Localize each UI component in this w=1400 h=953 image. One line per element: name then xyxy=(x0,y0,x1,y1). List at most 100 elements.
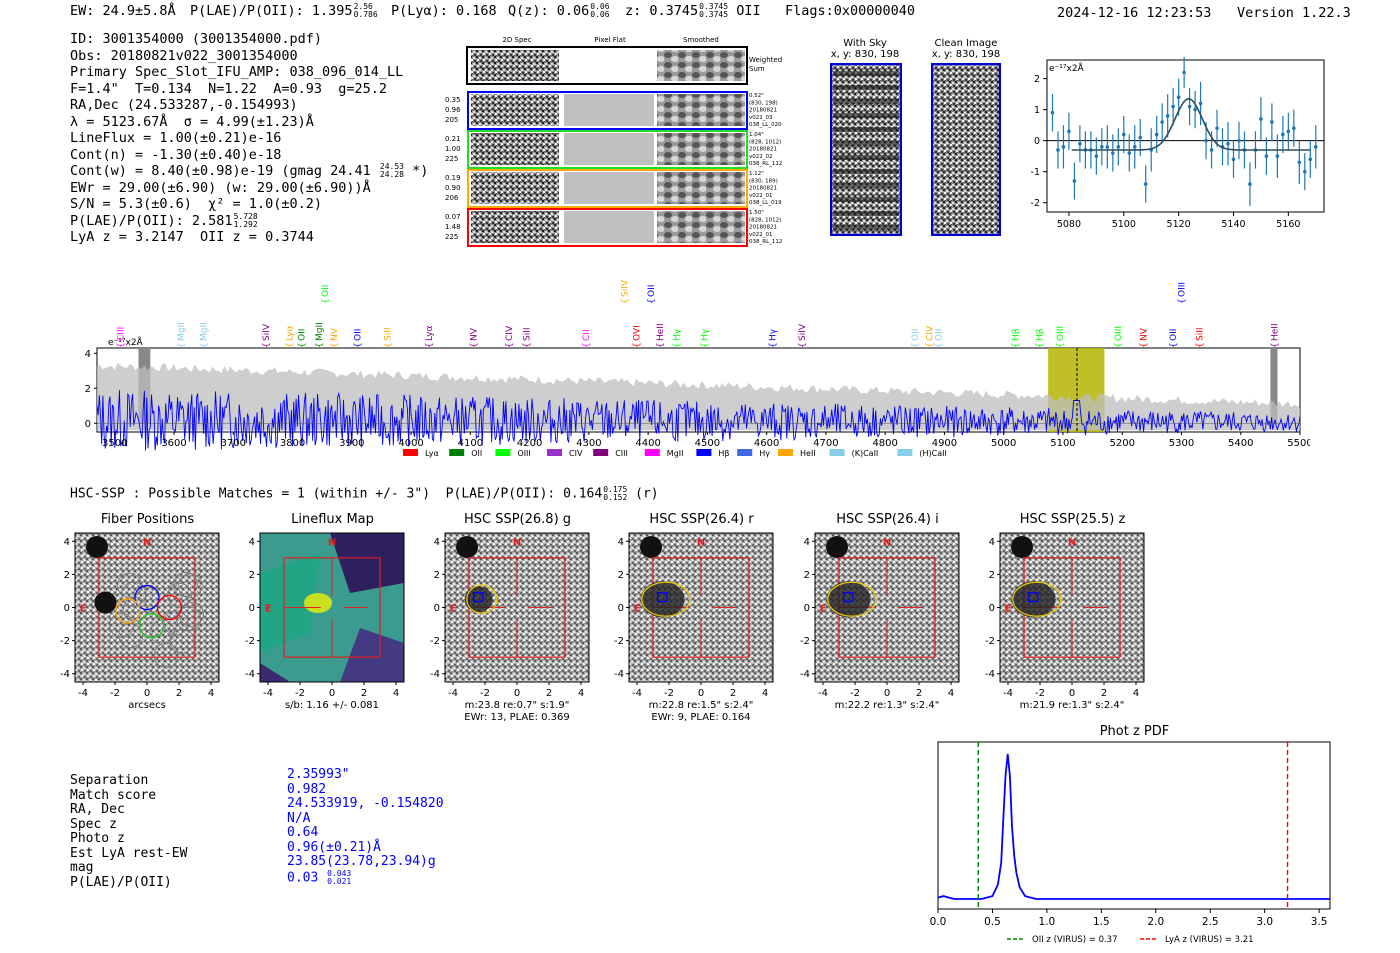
hsc-panel-title: HSC SSP(25.5) z xyxy=(1019,512,1126,527)
spectral-line-label: NV xyxy=(469,327,479,341)
legend-label: OII xyxy=(471,449,482,458)
col-smoothed: Smoothed xyxy=(683,36,719,44)
spectral-line-label: OII xyxy=(354,329,364,341)
row-border xyxy=(467,169,748,208)
header-ew: EW: 24.9±5.8Å xyxy=(70,3,176,19)
spectral-line-brace: { xyxy=(1195,342,1205,348)
row-left-label: 0.96 xyxy=(445,106,461,114)
spectral-line-brace: { xyxy=(425,342,435,348)
zoom-spectrum-chart: e⁻¹⁷x2Å 5080 5100 5120 5140 5160 2 1 0 -1 -2 xyxy=(1031,56,1325,230)
zoom-point xyxy=(1292,126,1296,131)
zoom-point xyxy=(1111,151,1115,155)
hsc-ytick-label: -2 xyxy=(800,636,810,647)
row-left-label: 225 xyxy=(445,155,458,163)
spectral-line-brace: { xyxy=(177,342,187,348)
zoom-xtick-label: 5120 xyxy=(1167,219,1191,230)
hsc-panel-image: N E -4 -2 0 2 4 4 2 0 -2 -4 m:22.8 re:1.5" s:2.4"EWr… xyxy=(614,532,774,723)
hsc-ytick-label: 2 xyxy=(249,570,255,581)
zoom-point xyxy=(1313,145,1318,149)
spectral-line-label-upper: OII xyxy=(321,285,331,297)
zoom-point xyxy=(1264,154,1269,158)
info-lyaz: LyA z = 3.2147 OII z = 0.3744 xyxy=(70,229,314,245)
hsc-caption: m:21.9 re:1.3" s:2.4" xyxy=(1020,700,1125,711)
zoom-xtick-label: 5100 xyxy=(1112,219,1136,230)
masked-band xyxy=(1270,348,1278,424)
zoom-point xyxy=(1259,117,1263,121)
header-plae-hi: 2.56 xyxy=(353,2,373,11)
spectral-line-brace: { xyxy=(321,298,331,304)
full-xtick-label: 4800 xyxy=(872,438,897,449)
spectral-line-brace: { xyxy=(700,342,710,348)
lineflux-region xyxy=(260,553,320,653)
row-right-label: 0.52" xyxy=(749,93,764,99)
spectral-line-label: OIII xyxy=(1056,326,1066,341)
zoom-point xyxy=(1138,135,1143,140)
zoom-fit-curve xyxy=(1071,97,1311,151)
match-label: Separation xyxy=(70,773,149,788)
photz-frame xyxy=(937,741,1331,910)
spectral-line-label-upper: SiIV xyxy=(620,279,630,297)
zoom-point xyxy=(1231,157,1236,162)
spectral-line-brace: { xyxy=(1271,342,1281,348)
row-right-label: (830, 198) xyxy=(749,100,778,106)
zoom-point xyxy=(1303,169,1307,174)
info-contw: Cont(w) = 8.40(±0.98)e-19 (gmag 24.41 24… xyxy=(70,163,428,180)
zoom-point xyxy=(1116,145,1121,149)
spectral-line-brace: { xyxy=(117,342,127,348)
lineflux-region xyxy=(330,533,404,593)
detection-box xyxy=(843,591,854,603)
with-sky-title: With Sky x, y: 830, 198 xyxy=(826,38,904,60)
match-value: 2.35993" xyxy=(287,767,444,783)
match-value: 23.85(23.78,23.94)g xyxy=(287,854,444,870)
sky-line xyxy=(833,169,899,174)
legend-oii-label: OII z (VIRUS) = 0.37 xyxy=(1032,935,1118,945)
detection-box xyxy=(657,591,668,603)
hsc-panel-title: Fiber Positions xyxy=(100,512,195,527)
zoom-point xyxy=(1209,148,1214,152)
hsc-caption: s/b: 1.16 +/- 0.081 xyxy=(285,700,379,711)
hsc-band: (r) xyxy=(627,486,659,502)
match-value: 0.03 0.043 0.021 xyxy=(287,869,444,886)
spectral-line-brace: { xyxy=(1177,298,1187,304)
sky-line xyxy=(833,71,899,76)
hsc-frame xyxy=(74,532,220,683)
row-right-label: v022_01 xyxy=(749,232,773,238)
photz-xtick-label: 2.0 xyxy=(1147,916,1164,928)
full-spectrum-chart: e⁻¹⁷x2Å 3500 3600 3700 3800 3900 4000 4100 4200… xyxy=(85,279,1310,458)
match-label: P(LAE)/P(OII) xyxy=(70,874,172,890)
row-right-label: v022_01 xyxy=(749,193,773,199)
spectral-line-brace: { xyxy=(798,342,808,348)
zoom-point xyxy=(1160,120,1164,124)
fiber-circle-highlight xyxy=(156,594,183,621)
full-xtick-label: 4700 xyxy=(813,438,838,449)
match-value-text: 0.64 xyxy=(287,825,319,840)
spectral-line-brace: { xyxy=(1169,342,1179,348)
spectral-line-label: NV xyxy=(1140,327,1150,341)
hsc-xtick-label: 4 xyxy=(208,688,214,699)
full-xtick-label: 3700 xyxy=(221,438,246,449)
fiber-circle-highlight xyxy=(134,584,160,611)
sky-line xyxy=(833,141,899,146)
photz-xtick-label: 0.5 xyxy=(984,916,1001,928)
hsc-frame xyxy=(814,532,960,683)
zoom-point xyxy=(1067,129,1071,134)
fiber-circle xyxy=(117,572,142,598)
hsc-ytick-label: 2 xyxy=(804,570,810,581)
detection-box xyxy=(473,591,484,603)
hsc-ytick-label: 2 xyxy=(618,570,624,581)
bright-source xyxy=(94,591,117,614)
spectral-line-label: MgII xyxy=(315,322,325,341)
hsc-ytick-label: 4 xyxy=(249,537,255,548)
row-2dspec xyxy=(471,133,559,165)
zoom-point xyxy=(1193,107,1197,112)
hsc-xtick-label: 2 xyxy=(361,688,367,699)
photz-xtick-label: 3.0 xyxy=(1256,916,1273,928)
hsc-caption: arcsecs xyxy=(128,700,166,711)
zoom-point xyxy=(1275,154,1280,158)
hsc-header: HSC-SSP : Possible Matches = 1 (within +… xyxy=(70,486,659,502)
fiber-circle-highlight xyxy=(115,598,141,624)
lineflux-peak xyxy=(304,593,332,613)
row-pixelflat xyxy=(564,94,654,126)
east-marker: E xyxy=(1005,604,1012,615)
spectral-line-brace: { xyxy=(926,342,936,348)
